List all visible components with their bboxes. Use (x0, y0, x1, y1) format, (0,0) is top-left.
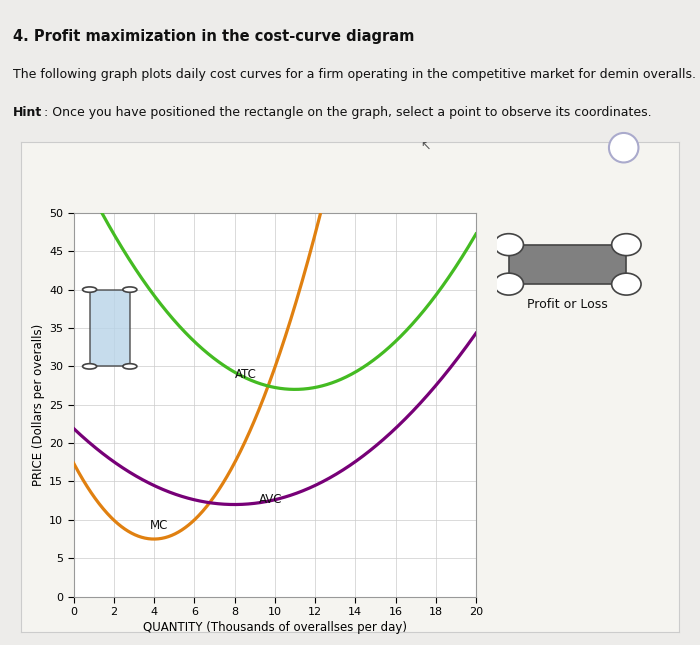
Text: MC: MC (150, 519, 168, 532)
Bar (90, 290, 130, 366)
Text: Hint: Hint (13, 106, 42, 119)
Bar (509, 244, 626, 284)
Circle shape (612, 233, 641, 255)
Text: : Once you have positioned the rectangle on the graph, select a point to observe: : Once you have positioned the rectangle… (44, 106, 652, 119)
Circle shape (122, 287, 137, 292)
Circle shape (83, 287, 97, 292)
Text: Profit or Loss: Profit or Loss (527, 299, 608, 312)
Circle shape (83, 364, 97, 369)
Text: AVC: AVC (258, 493, 282, 506)
Text: 4. Profit maximization in the cost-curve diagram: 4. Profit maximization in the cost-curve… (13, 29, 414, 44)
Text: The following graph plots daily cost curves for a firm operating in the competit: The following graph plots daily cost cur… (13, 68, 696, 81)
Text: ATC: ATC (234, 368, 256, 381)
Circle shape (612, 273, 641, 295)
Text: ↖: ↖ (420, 139, 430, 153)
Circle shape (494, 273, 524, 295)
Circle shape (122, 364, 137, 369)
Text: ?: ? (619, 139, 629, 157)
Y-axis label: PRICE (Dollars per overalls): PRICE (Dollars per overalls) (32, 324, 45, 486)
X-axis label: QUANTITY (Thousands of overallses per day): QUANTITY (Thousands of overallses per da… (143, 621, 407, 634)
Circle shape (609, 133, 638, 163)
Circle shape (494, 233, 524, 255)
